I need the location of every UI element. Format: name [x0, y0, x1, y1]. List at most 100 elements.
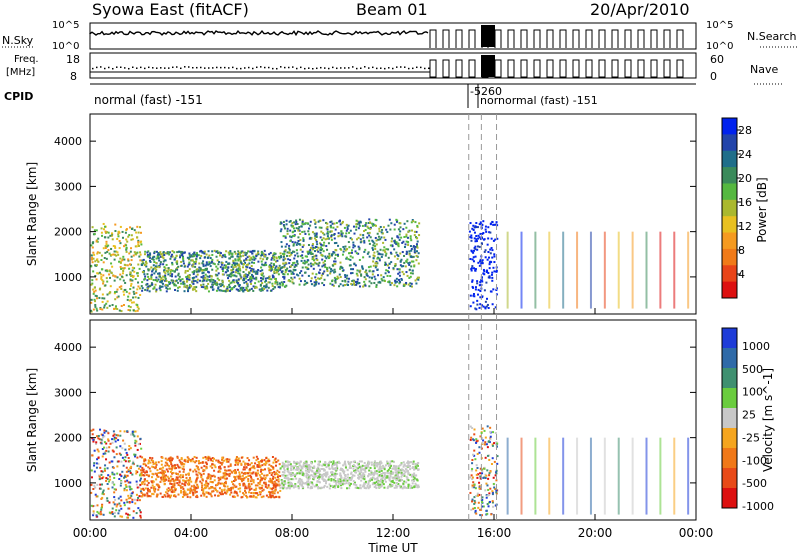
echo-cell	[363, 461, 366, 464]
echo-cell	[189, 460, 192, 463]
echo-cell	[253, 258, 256, 261]
echo-cell	[286, 273, 289, 276]
echo-cell	[367, 473, 370, 476]
echo-cell	[342, 269, 345, 272]
echo-cell	[189, 489, 192, 492]
echo-cell	[216, 251, 219, 254]
echo-cell	[223, 253, 226, 256]
echo-cell	[188, 278, 191, 281]
echo-cell	[380, 274, 383, 277]
echo-cell	[158, 272, 161, 275]
echo-cell	[405, 481, 408, 484]
echo-cell	[136, 309, 139, 312]
echo-cell	[224, 290, 227, 293]
cbar-tick-label: 8	[738, 244, 745, 257]
echo-cell	[319, 268, 322, 271]
echo-cell	[292, 465, 295, 468]
echo-cell	[382, 476, 385, 479]
echo-cell	[339, 219, 342, 222]
echo-cell	[410, 265, 413, 268]
echo-cell	[102, 493, 105, 496]
echo-cell	[180, 254, 183, 257]
echo-cell	[479, 221, 482, 224]
echo-cell	[330, 234, 333, 237]
echo-cell	[147, 268, 150, 271]
echo-cell	[361, 267, 364, 270]
echo-cell	[272, 466, 275, 469]
echo-cell	[305, 472, 308, 475]
echo-cell	[404, 265, 407, 268]
echo-cell	[175, 268, 178, 271]
echo-cell	[416, 226, 419, 229]
echo-cell	[237, 258, 240, 261]
echo-cell	[370, 461, 373, 464]
echo-cell	[488, 275, 491, 278]
echo-cell	[90, 298, 93, 301]
echo-cell	[105, 257, 108, 260]
echo-cell	[102, 247, 105, 250]
echo-cell	[136, 448, 139, 451]
echo-cell	[321, 467, 324, 470]
velocity-echoes	[90, 425, 690, 519]
echo-cell	[103, 429, 106, 432]
echo-cell	[102, 446, 105, 449]
echo-cell	[105, 479, 108, 482]
echo-streak	[687, 231, 690, 309]
echo-cell	[131, 279, 134, 282]
echo-cell	[103, 225, 106, 228]
echo-cell	[309, 481, 312, 484]
echo-cell	[358, 224, 361, 227]
echo-cell	[306, 222, 309, 225]
echo-cell	[328, 252, 331, 255]
echo-cell	[202, 490, 205, 493]
echo-cell	[233, 274, 236, 277]
echo-cell	[396, 257, 399, 260]
echo-cell	[181, 495, 184, 498]
echo-cell	[366, 274, 369, 277]
echo-cell	[102, 282, 105, 285]
echo-cell	[248, 266, 251, 269]
echo-cell	[331, 467, 334, 470]
echo-cell	[97, 456, 100, 459]
echo-cell	[309, 246, 312, 249]
echo-cell	[129, 470, 132, 473]
echo-cell	[117, 512, 120, 515]
echo-cell	[223, 264, 226, 267]
echo-cell	[396, 285, 399, 288]
echo-cell	[154, 283, 157, 286]
freq-tick-top: 18	[66, 53, 80, 66]
nave-label: Nave	[750, 63, 778, 76]
echo-cell	[91, 437, 94, 440]
echo-cell	[125, 489, 128, 492]
echo-cell	[289, 265, 292, 268]
echo-cell	[410, 485, 413, 488]
echo-cell	[329, 272, 332, 275]
echo-cell	[362, 477, 365, 480]
echo-cell	[162, 472, 165, 475]
echo-cell	[198, 462, 201, 465]
echo-cell	[138, 287, 141, 290]
echo-cell	[264, 279, 267, 282]
echo-cell	[141, 493, 144, 496]
echo-cell	[170, 483, 173, 486]
echo-cell	[191, 259, 194, 262]
echo-cell	[495, 289, 498, 292]
echo-cell	[357, 282, 360, 285]
echo-cell	[399, 260, 402, 263]
echo-cell	[162, 278, 165, 281]
echo-cell	[260, 458, 263, 461]
echo-cell	[304, 469, 307, 472]
echo-cell	[472, 251, 475, 254]
echo-cell	[471, 498, 474, 501]
echo-cell	[326, 268, 329, 271]
echo-cell	[290, 224, 293, 227]
echo-cell	[358, 247, 361, 250]
echo-cell	[356, 274, 359, 277]
ytick-label: 3000	[54, 180, 82, 193]
echo-cell	[339, 223, 342, 226]
echo-cell	[295, 243, 298, 246]
echo-cell	[192, 494, 195, 497]
echo-cell	[114, 498, 117, 501]
echo-cell	[114, 229, 117, 232]
